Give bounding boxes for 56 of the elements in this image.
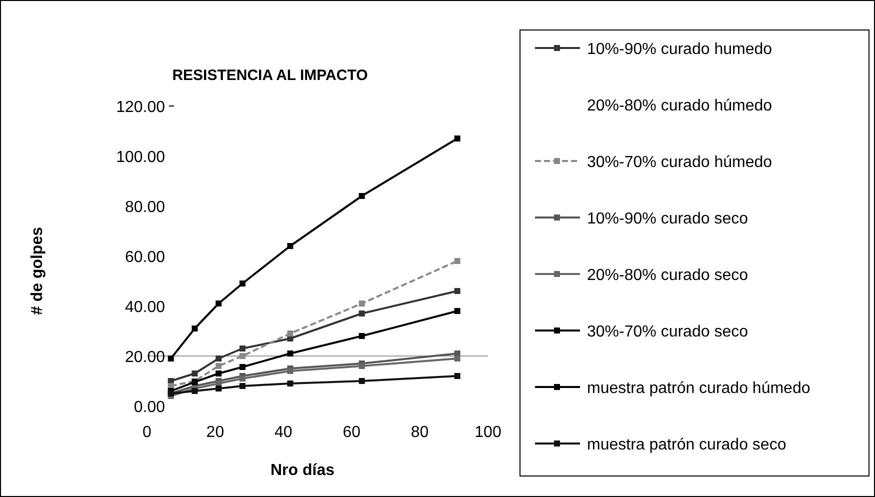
y-tick-label: 0.00: [134, 399, 166, 416]
point: [454, 288, 460, 294]
point: [358, 310, 365, 316]
x-tick-label: 60: [342, 424, 361, 441]
y-tick-label: 120.00: [116, 99, 166, 116]
point: [358, 193, 365, 199]
x-tick-label: 0: [142, 424, 152, 441]
point: [216, 356, 222, 362]
point: [192, 370, 198, 376]
point: [239, 364, 246, 370]
legend-label: 30%-70% curado húmedo: [587, 154, 772, 171]
x-tick-label: 100: [474, 424, 502, 441]
point: [358, 300, 365, 306]
point: [216, 386, 222, 392]
x-tick-label: 40: [274, 424, 292, 441]
legend-label: 30%-70% curado seco: [587, 324, 748, 340]
y-axis-title: # de golpes: [29, 226, 46, 316]
point: [358, 363, 365, 369]
point: [239, 376, 246, 382]
x-axis-title: Nro días: [270, 462, 335, 479]
y-tick-label: 80.00: [124, 199, 166, 216]
point: [287, 350, 294, 356]
point: [239, 383, 246, 389]
point: [239, 280, 246, 286]
point: [454, 136, 460, 142]
point: [168, 356, 174, 362]
y-tick-label: 40.00: [124, 299, 166, 316]
point: [287, 368, 294, 374]
chart-title: RESISTENCIA AL IMPACTO: [172, 67, 368, 84]
point: [239, 353, 246, 359]
point: [358, 333, 365, 339]
point: [358, 378, 365, 384]
point: [287, 243, 294, 249]
point: [192, 388, 198, 394]
legend-label: 20%-80% curado seco: [587, 267, 748, 284]
point: [216, 300, 222, 306]
point: [287, 330, 294, 336]
point: [454, 356, 460, 362]
legend-label: 10%-90% curado humedo: [587, 41, 772, 58]
point: [192, 326, 198, 332]
legend-label: 10%-90% curado seco: [587, 210, 748, 228]
point: [454, 373, 460, 379]
text: 20%-80% curado húmedo: [587, 98, 772, 114]
point: [239, 346, 246, 352]
point: [454, 308, 460, 314]
y-tick-label: 60.00: [124, 249, 166, 266]
legend-label: muestra patrón curado húmedo: [587, 380, 810, 397]
y-tick-label: 20.00: [124, 349, 166, 366]
point: [216, 370, 222, 376]
legend-label: muestra patrón curado seco: [587, 436, 786, 454]
y-tick-label: 100.00: [116, 149, 166, 166]
x-tick-label: 20: [206, 424, 224, 441]
point: [216, 363, 222, 369]
point: [287, 380, 294, 386]
x-tick-label: 80: [410, 424, 429, 441]
point: [454, 258, 460, 264]
